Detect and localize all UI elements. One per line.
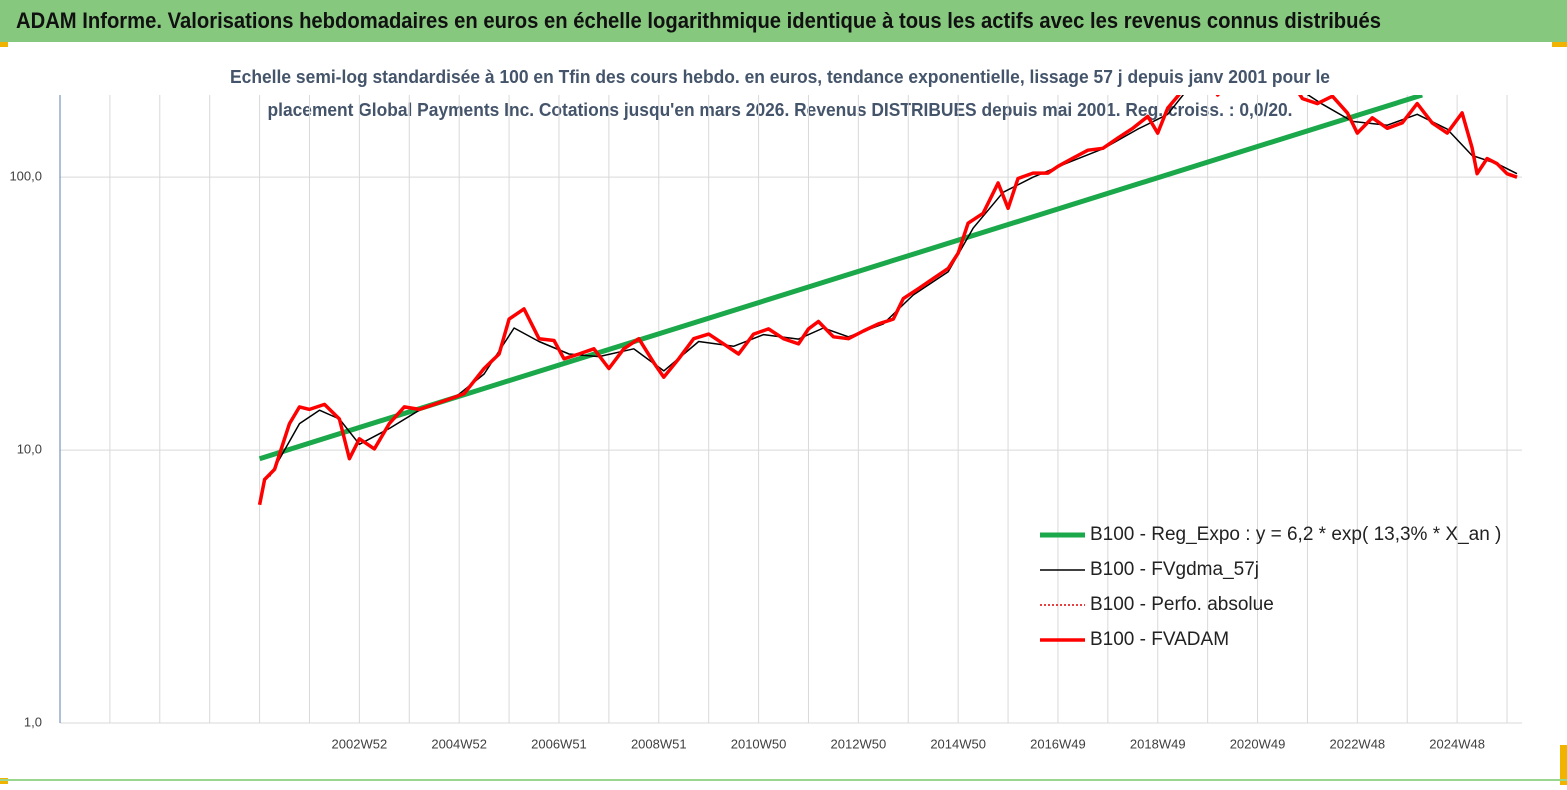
chart-title: ADAM Informe. Valorisations hebdomadaire… bbox=[16, 8, 1381, 33]
x-tick-label: 2012W50 bbox=[831, 736, 887, 751]
y-tick-label: 1,0 bbox=[24, 714, 42, 729]
corner-mark bbox=[0, 42, 8, 47]
legend-label: B100 - FVgdma_57j bbox=[1090, 559, 1259, 580]
x-tick-label: 2016W49 bbox=[1030, 736, 1086, 751]
series-line bbox=[257, 95, 1518, 506]
subtitle: Echelle semi-log standardisée à 100 en T… bbox=[230, 67, 1330, 87]
x-tick-label: 2022W48 bbox=[1330, 736, 1386, 751]
corner-mark bbox=[1552, 42, 1567, 47]
title-banner bbox=[0, 0, 1567, 42]
x-tick-label: 2020W49 bbox=[1230, 736, 1286, 751]
x-tick-label: 2018W49 bbox=[1130, 736, 1186, 751]
x-tick-label: 2014W50 bbox=[930, 736, 986, 751]
x-tick-label: 2004W52 bbox=[431, 736, 487, 751]
y-tick-label: 100,0 bbox=[9, 169, 42, 184]
corner-mark bbox=[1560, 745, 1567, 785]
subtitle: placement Global Payments Inc. Cotations… bbox=[268, 100, 1293, 120]
x-tick-label: 2002W52 bbox=[332, 736, 388, 751]
x-tick-label: 2008W51 bbox=[631, 736, 687, 751]
legend-label: B100 - FVADAM bbox=[1090, 629, 1229, 650]
x-tick-label: 2006W51 bbox=[531, 736, 587, 751]
plot-area bbox=[257, 95, 1518, 506]
x-tick-label: 2010W50 bbox=[731, 736, 787, 751]
x-tick-label: 2024W48 bbox=[1429, 736, 1485, 751]
legend-label: B100 - Perfo. absolue bbox=[1090, 594, 1274, 615]
legend-label: B100 - Reg_Expo : y = 6,2 * exp( 13,3% *… bbox=[1090, 524, 1501, 545]
y-tick-label: 10,0 bbox=[17, 442, 42, 457]
